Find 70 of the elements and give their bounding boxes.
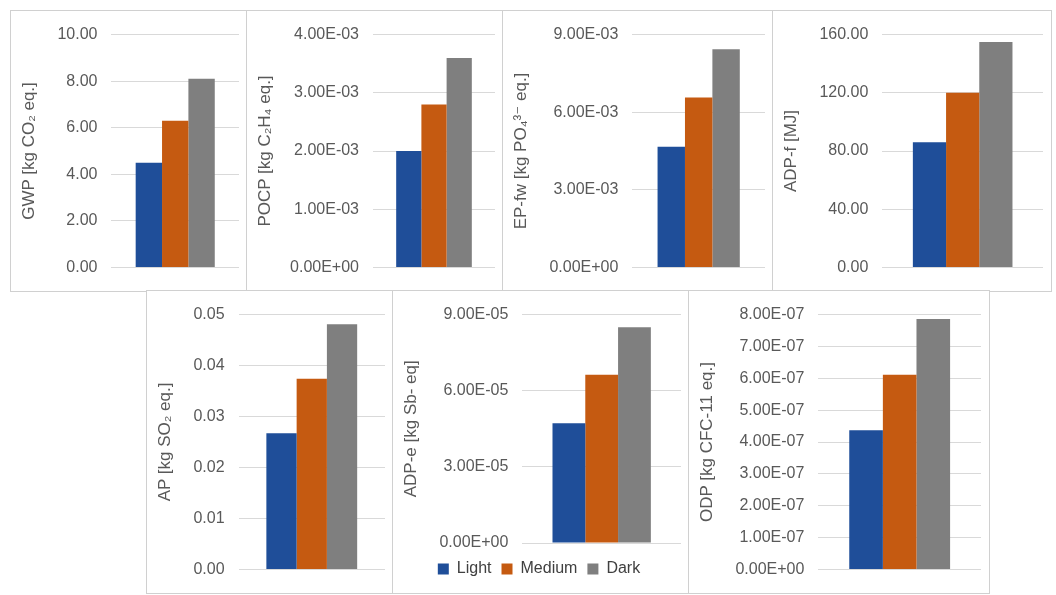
bar xyxy=(712,49,740,267)
bar xyxy=(135,162,163,267)
y-tick-label: 0.01 xyxy=(193,508,225,526)
y-tick-label: 8.00 xyxy=(66,71,98,89)
bar xyxy=(326,324,358,569)
y-tick-label: 3.00E-03 xyxy=(294,83,360,101)
legend-label: Dark xyxy=(606,559,642,577)
legend-label: Medium xyxy=(520,559,578,577)
y-tick-label: 9.00E-03 xyxy=(553,25,619,43)
bar xyxy=(421,104,447,267)
y-axis-title: EP-fw [kg PO₄³⁻ eq.] xyxy=(510,72,530,230)
y-tick-label: 2.00 xyxy=(66,211,98,229)
y-tick-label: 5.00E-07 xyxy=(739,400,805,418)
bar xyxy=(552,423,586,543)
bar xyxy=(946,92,980,267)
bar xyxy=(684,97,713,267)
bar xyxy=(882,374,917,569)
y-tick-label: 160.00 xyxy=(819,25,869,43)
y-axis-title: ADP-f [MJ] xyxy=(780,109,800,193)
y-tick-label: 0.00 xyxy=(193,559,225,577)
y-tick-label: 0.00E+00 xyxy=(439,533,509,551)
y-tick-label: 6.00E-05 xyxy=(443,381,509,399)
bar xyxy=(618,327,651,543)
bar xyxy=(657,146,685,267)
bar xyxy=(916,319,951,569)
y-tick-label: 4.00 xyxy=(66,164,98,182)
y-tick-label: 8.00E-07 xyxy=(739,305,805,323)
bar xyxy=(296,378,327,569)
y-tick-label: 6.00E-03 xyxy=(553,102,619,120)
y-tick-label: 4.00E-07 xyxy=(739,432,805,450)
y-tick-label: 40.00 xyxy=(828,199,869,217)
bar xyxy=(446,57,472,267)
bar xyxy=(188,78,215,267)
y-tick-label: 6.00E-07 xyxy=(739,368,805,386)
y-tick-label: 0.03 xyxy=(193,406,225,424)
bar xyxy=(162,120,189,267)
y-tick-label: 0.00 xyxy=(66,257,98,275)
y-axis-title: GWP [kg CO₂ eq.] xyxy=(18,82,38,220)
y-tick-label: 2.00E-07 xyxy=(739,496,805,514)
y-tick-label: 0.00E+00 xyxy=(290,257,360,275)
y-tick-label: 3.00E-07 xyxy=(739,464,805,482)
y-tick-label: 1.00E-03 xyxy=(294,199,360,217)
y-tick-label: 0.05 xyxy=(193,305,225,323)
legend-label: Light xyxy=(456,559,493,577)
bar xyxy=(396,151,422,267)
y-tick-label: 120.00 xyxy=(819,83,869,101)
bar xyxy=(912,142,947,267)
bar xyxy=(849,430,883,569)
y-tick-label: 1.00E-07 xyxy=(739,527,805,545)
y-axis-title: ODP [kg CFC-11 eq.] xyxy=(696,362,716,522)
y-tick-label: 10.00 xyxy=(57,25,98,43)
y-tick-label: 4.00E-03 xyxy=(294,25,360,43)
y-tick-label: 3.00E-03 xyxy=(553,180,619,198)
y-tick-label: 0.00E+00 xyxy=(549,257,619,275)
y-axis-title: AP [kg SO₂ eq.] xyxy=(154,382,174,502)
y-axis-title: POCP [kg C₂H₄ eq.] xyxy=(254,75,274,227)
y-tick-label: 0.02 xyxy=(193,457,225,475)
y-tick-label: 9.00E-05 xyxy=(443,305,509,323)
y-tick-label: 7.00E-07 xyxy=(739,336,805,354)
y-tick-label: 0.00 xyxy=(837,257,869,275)
bar xyxy=(266,433,297,569)
y-axis-title: ADP-e [kg Sb- eq] xyxy=(400,360,420,498)
bar xyxy=(979,41,1013,267)
y-tick-label: 6.00 xyxy=(66,118,98,136)
bar xyxy=(585,374,619,543)
y-tick-label: 80.00 xyxy=(828,141,869,159)
y-tick-label: 0.04 xyxy=(193,355,225,373)
y-tick-label: 3.00E-05 xyxy=(443,457,509,475)
y-tick-label: 0.00E+00 xyxy=(735,559,805,577)
y-tick-label: 2.00E-03 xyxy=(294,141,360,159)
